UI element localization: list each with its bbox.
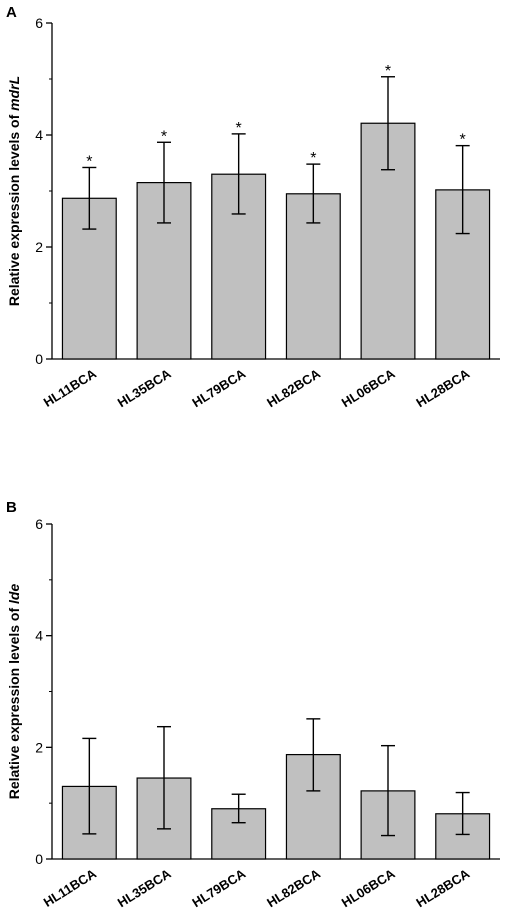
y-tick-label-0: 0 [35,851,43,867]
x-tick-label-hl79bca: HL79BCA [189,866,248,911]
x-tick-label-hl35bca: HL35BCA [115,366,174,411]
significance-mark-hl79bca: * [236,120,242,137]
bar-hl28bca [435,813,491,860]
y-axis-title-gene: mdrL [6,76,22,111]
x-tick-label-hl35bca: HL35BCA [115,866,174,911]
significance-mark-hl28bca: * [460,132,466,149]
y-tick-label-2: 2 [35,739,43,755]
x-tick-label-hl79bca: HL79BCA [189,366,248,411]
y-tick-label-6: 6 [35,15,43,31]
x-tick-label-hl11bca: HL11BCA [41,866,100,910]
y-axis-title: Relative expression levels of mdrL [6,76,22,306]
x-tick-label-hl28bca: HL28BCA [413,366,472,411]
x-tick-label-hl28bca: HL28BCA [413,866,472,911]
y-tick-label-6: 6 [35,516,43,532]
y-tick-label-4: 4 [35,127,43,143]
x-tick-label-hl11bca: HL11BCA [41,366,100,410]
significance-mark-hl35bca: * [161,128,167,145]
panel-letter-a: A [6,4,17,21]
x-tick-label-hl82bca: HL82BCA [264,866,323,911]
y-tick-label-2: 2 [35,239,43,255]
chart-panel-a: A 0 2 4 6 Relative expression levels of mdrL *… [6,4,500,410]
significance-mark-hl06bca: * [385,63,391,80]
significance-mark-hl11bca: * [86,153,92,170]
panel-letter-b: B [6,499,17,516]
chart-panel-b: B 0 2 4 6 Relative expression levels of lde HL… [6,499,500,910]
y-tick-label-4: 4 [35,628,43,644]
y-axis-title: Relative expression levels of lde [6,584,22,800]
y-axis-title-prefix: Relative expression levels of [6,111,22,306]
x-tick-label-hl06bca: HL06BCA [339,866,398,911]
y-axis-title-prefix: Relative expression levels of [6,604,22,799]
x-tick-label-hl06bca: HL06BCA [339,366,398,411]
significance-mark-hl82bca: * [310,150,316,167]
x-tick-label-hl82bca: HL82BCA [264,366,323,411]
y-tick-label-0: 0 [35,351,43,367]
y-axis-title-gene: lde [6,584,22,604]
